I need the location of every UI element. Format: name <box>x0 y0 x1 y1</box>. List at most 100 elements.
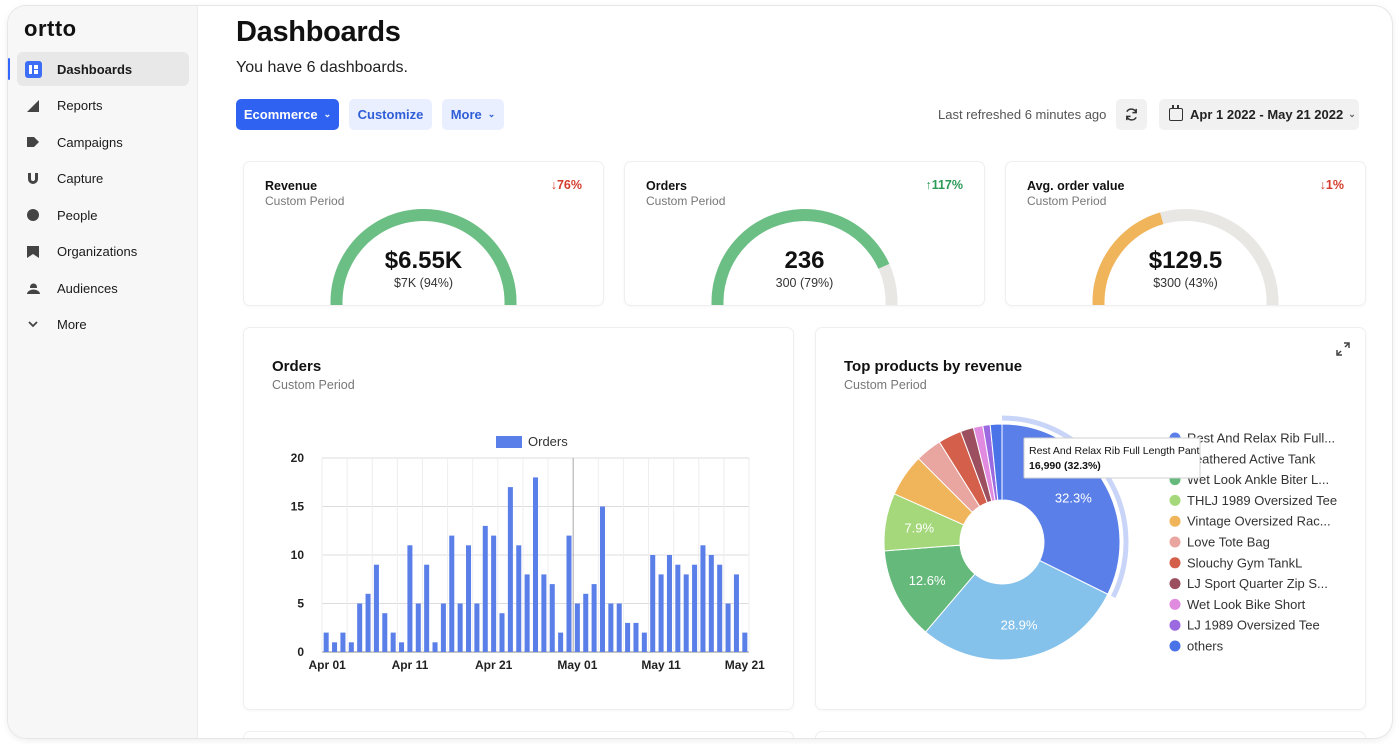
bar[interactable] <box>675 564 681 652</box>
legend-label[interactable]: THLJ 1989 Oversized Tee <box>1187 493 1337 508</box>
bar[interactable] <box>708 555 714 652</box>
bar[interactable] <box>466 545 472 652</box>
kpi-delta: ↓76% <box>550 178 582 192</box>
sidebar-item-audiences[interactable]: Audiences <box>17 271 189 305</box>
legend-label[interactable]: Love Tote Bag <box>1187 535 1270 550</box>
bar[interactable] <box>700 545 706 652</box>
orders-bar-chart[interactable]: 0 5 10 15 20 Apr 01 Apr 11 Apr 21 May 01 May 11 Ma… <box>244 328 793 709</box>
bar[interactable] <box>382 613 388 652</box>
donut-slice[interactable] <box>989 423 1003 501</box>
dashboard-select-button[interactable]: Ecommerce ⌄ <box>236 99 339 130</box>
dashboard-select-label: Ecommerce <box>243 107 318 122</box>
bar[interactable] <box>599 506 605 653</box>
expand-icon[interactable] <box>1335 342 1351 358</box>
bar[interactable] <box>524 574 530 652</box>
sidebar-item-dashboards[interactable]: Dashboards <box>8 52 189 86</box>
legend-dot <box>1169 536 1181 548</box>
chart-subtitle: Custom Period <box>272 378 355 392</box>
bar[interactable] <box>365 593 371 652</box>
bar[interactable] <box>666 555 672 652</box>
slice-label: 28.9% <box>1001 617 1038 632</box>
sidebar-item-reports[interactable]: Reports <box>17 89 189 123</box>
bar[interactable] <box>507 487 513 652</box>
sidebar-item-campaigns[interactable]: Campaigns <box>17 125 189 159</box>
donut-slice[interactable] <box>924 559 1109 661</box>
bar[interactable] <box>390 632 396 652</box>
more-label: More <box>450 107 482 122</box>
legend-label[interactable]: Rest And Relax Rib Full... <box>1187 431 1335 446</box>
date-range-picker[interactable]: Apr 1 2022 - May 21 2022 ⌄ <box>1159 99 1359 130</box>
customize-button[interactable]: Customize <box>349 99 432 130</box>
bar[interactable] <box>583 593 589 652</box>
bar[interactable] <box>415 603 421 653</box>
bar[interactable] <box>399 642 405 652</box>
bar[interactable] <box>591 584 597 652</box>
sidebar-item-label: More <box>57 317 87 332</box>
bar[interactable] <box>532 477 539 652</box>
bar[interactable] <box>499 613 505 652</box>
bar[interactable] <box>373 564 379 652</box>
legend-label[interactable]: Slouchy Gym TankL <box>1187 555 1302 570</box>
kpi-delta: ↓1% <box>1319 178 1344 192</box>
bar[interactable] <box>449 535 455 652</box>
sidebar-item-capture[interactable]: Capture <box>17 162 189 196</box>
bar[interactable] <box>348 642 354 652</box>
bar[interactable] <box>608 603 614 653</box>
refresh-button[interactable] <box>1116 99 1147 130</box>
ortto-logo[interactable]: ortto <box>24 16 77 41</box>
y-tick-label: 20 <box>291 451 305 465</box>
bar[interactable] <box>733 574 739 652</box>
bar[interactable] <box>482 525 488 652</box>
bar[interactable] <box>357 603 363 653</box>
legend-label[interactable]: others <box>1187 639 1224 654</box>
capture-icon <box>24 170 42 188</box>
bar[interactable] <box>574 603 580 653</box>
bar[interactable] <box>457 603 463 653</box>
bar[interactable] <box>474 603 480 653</box>
kpi-title: Revenue <box>265 179 318 193</box>
bar[interactable] <box>549 584 555 652</box>
bar[interactable] <box>683 574 689 652</box>
bar[interactable] <box>323 632 329 652</box>
legend-label[interactable]: Wet Look Bike Short <box>1187 597 1306 612</box>
bar[interactable] <box>407 545 413 652</box>
bar[interactable] <box>332 642 338 652</box>
bar[interactable] <box>658 574 664 652</box>
bar[interactable] <box>717 564 723 652</box>
bar[interactable] <box>566 535 572 652</box>
bar[interactable] <box>432 642 438 652</box>
bar[interactable] <box>516 545 522 652</box>
legend-label[interactable]: Wet Look Ankle Biter L... <box>1187 472 1329 487</box>
chart-subtitle: Custom Period <box>844 378 927 392</box>
bar[interactable] <box>633 622 639 652</box>
kpi-card-avg-order-value[interactable]: Avg. order value Custom Period ↓1% $129.… <box>1006 162 1365 305</box>
x-tick-label: May 11 <box>641 658 681 672</box>
sidebar-item-more[interactable]: More <box>17 308 189 342</box>
more-button[interactable]: More ⌄ <box>442 99 504 130</box>
products-donut-chart[interactable]: 32.3% 28.9% 12.6% 7.9% Rest And Relax Rib Fu… <box>816 328 1365 709</box>
page-subtitle: You have 6 dashboards. <box>236 59 408 76</box>
bar[interactable] <box>641 632 647 652</box>
bar[interactable] <box>650 555 656 652</box>
bar[interactable] <box>491 535 497 652</box>
bar[interactable] <box>541 574 547 652</box>
sidebar-item-label: Organizations <box>57 244 138 259</box>
bar[interactable] <box>558 632 564 652</box>
kpi-card-revenue[interactable]: Revenue Custom Period ↓76% $6.55K $7K (9… <box>244 162 603 305</box>
bar[interactable] <box>440 603 446 653</box>
slice-label: 32.3% <box>1055 491 1092 506</box>
bar[interactable] <box>340 632 346 652</box>
sidebar-item-organizations[interactable]: Organizations <box>17 235 189 269</box>
bar[interactable] <box>692 564 698 652</box>
bar[interactable] <box>424 564 430 652</box>
bar[interactable] <box>616 603 622 653</box>
bar[interactable] <box>725 603 731 653</box>
legend-label[interactable]: Feathered Active Tank <box>1187 451 1316 466</box>
bar[interactable] <box>625 622 631 652</box>
legend-label[interactable]: LJ Sport Quarter Zip S... <box>1187 576 1328 591</box>
kpi-card-orders[interactable]: Orders Custom Period ↑117% 236 300 (79%) <box>625 162 984 305</box>
sidebar-item-people[interactable]: People <box>17 198 189 232</box>
bar[interactable] <box>742 632 748 652</box>
legend-label[interactable]: Vintage Oversized Rac... <box>1187 514 1331 529</box>
legend-label[interactable]: LJ 1989 Oversized Tee <box>1187 618 1320 633</box>
